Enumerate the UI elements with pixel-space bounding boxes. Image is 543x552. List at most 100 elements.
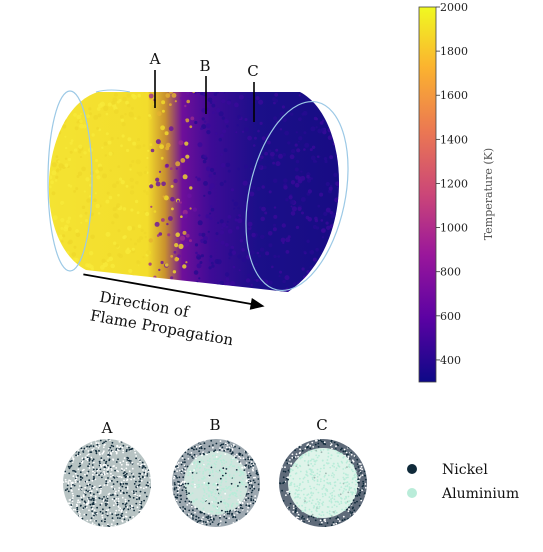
particle	[160, 125, 166, 131]
particle	[205, 523, 208, 526]
particle	[116, 517, 119, 519]
particle	[285, 237, 291, 243]
particle	[273, 206, 277, 209]
particle	[138, 497, 141, 499]
particle	[230, 458, 233, 461]
particle	[207, 512, 210, 515]
particle	[345, 473, 348, 476]
particle	[297, 140, 300, 143]
particle	[307, 443, 310, 445]
particle	[68, 472, 71, 475]
particle	[122, 207, 127, 211]
particle	[90, 499, 93, 501]
particle	[203, 467, 206, 470]
particle	[230, 460, 233, 463]
particle	[345, 476, 348, 479]
particle	[210, 261, 214, 265]
particle	[217, 494, 220, 497]
particle	[135, 457, 138, 460]
particle	[235, 287, 238, 291]
particle	[79, 119, 83, 124]
particle	[300, 197, 306, 202]
particle	[264, 211, 268, 215]
particle	[252, 144, 256, 147]
particle	[295, 464, 298, 466]
particle	[70, 460, 73, 462]
particle	[92, 486, 95, 489]
particle	[212, 111, 215, 114]
particle	[250, 461, 253, 463]
particle	[241, 501, 244, 504]
particle	[187, 458, 190, 460]
particle	[216, 507, 219, 509]
particle	[247, 497, 250, 500]
particle	[249, 465, 252, 468]
particle	[107, 252, 112, 257]
particle	[239, 485, 241, 487]
particle	[184, 141, 189, 146]
particle	[220, 469, 223, 472]
particle	[315, 488, 318, 491]
particle	[119, 482, 122, 485]
particle	[320, 92, 324, 94]
particle	[140, 236, 144, 240]
particle	[169, 86, 173, 90]
particle	[130, 185, 134, 189]
particle	[290, 148, 296, 154]
particle	[247, 476, 249, 479]
particle	[212, 444, 214, 446]
particle	[346, 484, 349, 487]
particle	[297, 455, 299, 458]
particle	[222, 443, 225, 445]
particle	[212, 484, 215, 486]
particle	[295, 453, 298, 455]
particle	[122, 502, 124, 505]
particle	[312, 471, 315, 474]
particle	[342, 450, 345, 453]
particle	[210, 466, 213, 469]
particle	[51, 170, 57, 176]
particle	[351, 493, 354, 496]
particle	[316, 476, 319, 478]
particle	[132, 141, 137, 146]
particle	[287, 469, 290, 472]
particle	[123, 492, 125, 495]
particle	[282, 482, 284, 485]
particle	[238, 501, 241, 503]
particle	[92, 468, 95, 471]
particle	[99, 468, 102, 471]
particle	[345, 226, 347, 228]
particle	[308, 500, 311, 503]
particle	[339, 493, 342, 496]
particle	[130, 208, 134, 212]
particle	[340, 452, 343, 455]
particle	[360, 499, 363, 502]
particle	[85, 513, 88, 516]
particle	[317, 491, 320, 494]
particle	[308, 508, 311, 511]
particle	[123, 479, 125, 482]
particle	[99, 492, 102, 494]
particle	[327, 455, 330, 458]
particle	[76, 175, 80, 178]
particle	[307, 454, 310, 457]
particle	[239, 462, 242, 465]
particle	[140, 228, 144, 232]
particle	[301, 449, 304, 452]
particle	[324, 520, 327, 523]
particle	[203, 240, 208, 245]
particle	[99, 462, 101, 465]
particle	[196, 253, 200, 257]
particle	[223, 472, 226, 475]
particle	[190, 484, 193, 487]
particle	[259, 88, 262, 91]
particle	[55, 175, 59, 179]
particle	[75, 450, 77, 453]
particle	[145, 486, 148, 489]
particle	[224, 506, 227, 509]
particle	[190, 447, 193, 450]
particle	[67, 490, 70, 493]
particle	[223, 148, 228, 153]
particle	[336, 159, 340, 163]
particle	[244, 458, 247, 461]
